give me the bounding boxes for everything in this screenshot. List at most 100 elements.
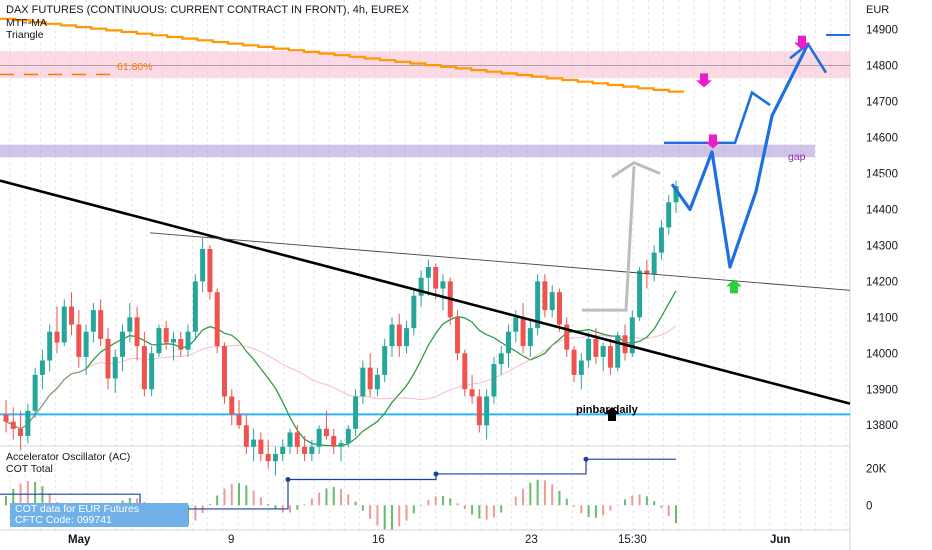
oscillator-bar [318,492,321,506]
candle-body [178,338,184,350]
time-tick-label: May [68,534,91,546]
cot-total-line [0,458,676,510]
oscillator-bar [558,490,561,506]
candle-body [185,331,191,350]
support-arrow-up [726,279,742,294]
price-tick-label: 14900 [866,25,898,37]
candle-body [25,410,31,437]
time-tick-label: Jun [770,534,790,546]
pinbar-label: pinbar daily [576,404,638,416]
oscillator-bar [340,489,342,506]
candle-body [673,186,679,203]
candle-body [513,317,519,332]
oscillator-bar [369,505,372,519]
oscillator-bar [536,479,539,506]
falling-trendline [0,179,851,405]
gap-zone [0,144,815,158]
oscillator-bar [478,505,481,519]
oscillator-bar [187,505,190,526]
oscillator-bar [441,495,444,506]
candle-body [506,331,511,354]
mtf-ma-line [0,17,684,93]
candle-body [345,428,351,444]
candle-body [556,292,562,325]
candle-body [61,306,67,343]
price-tick-label: 14800 [866,61,898,73]
oscillator-bar [26,481,29,506]
oscillator-bar [522,488,525,506]
candle-body [192,281,198,332]
candle-body [396,324,402,347]
oscillator-bar [609,505,612,511]
candle-body [134,317,140,347]
osc-tick-label: 0 [866,500,872,512]
cot-info-line2: CFTC Code: 099741 [15,514,112,526]
oscillator-bar [128,497,131,506]
osc-tick-label: 20K [866,463,887,475]
top-target-arrow-down [794,35,810,50]
candle-body [535,281,541,329]
price-tick-label: 14500 [866,168,898,180]
candle-body [498,353,504,365]
candle-body [83,331,89,357]
candle-body [629,317,635,354]
candle-body [265,454,271,462]
candle-body [600,346,606,357]
oscillator-bar [332,487,335,506]
time-tick-label: 16 [372,534,385,546]
candle-body [658,227,664,253]
oscillator-bar [136,498,139,506]
cot-point [285,476,291,482]
oscillator-bar [34,481,37,506]
candle-body [156,328,162,354]
time-tick-label: 23 [525,534,538,546]
candle-body [607,346,613,368]
candle-body [455,317,461,354]
oscillator-bar [645,496,648,506]
price-tick-label: 14100 [866,312,898,324]
candle-body [32,374,38,411]
candle-body [491,364,497,397]
time-tick-label: 15:30 [618,534,647,546]
candle-body [586,338,592,361]
candle-body [425,266,431,278]
oscillator-bar [361,505,364,511]
oscillator-bar [208,504,211,506]
oscillator-bar [449,498,452,506]
candle-body [542,281,548,311]
oscillator-bar [267,504,270,506]
gap-label: gap [788,151,806,163]
candle-body [10,421,16,429]
indicator-label-mtf-ma: MTF-MA [6,17,47,29]
candle-body [316,428,322,447]
candle-body [462,353,468,390]
projection-path-alt [664,90,771,145]
candle-body [644,270,650,275]
oscillator-bar [667,505,670,517]
oscillator-bar [303,504,306,506]
pinbar-arrow-up [604,407,620,422]
candle-body [637,270,643,318]
oscillator-bar [500,505,503,513]
oscillator-bar [310,498,313,506]
oscillator-bar [463,505,466,510]
oscillator-bar [216,495,219,506]
oscillator-bar [638,494,641,506]
oscillator-bar [354,501,357,506]
oscillator-bar [48,493,51,506]
oscillator-bar [5,496,7,506]
candle-body [287,432,293,447]
candle-body [229,396,235,415]
oscillator-bar [398,505,401,527]
candle-body [360,367,366,397]
oscillator-bar [238,483,241,506]
candle-body [338,443,344,447]
oscillator-bar [12,488,15,506]
currency-label: EUR [866,4,890,16]
candle-body [149,353,155,390]
candle-body [564,324,570,350]
measured-move-arrowhead [611,160,661,179]
oscillator-bar [41,486,44,506]
oscillator-bar [624,499,627,506]
